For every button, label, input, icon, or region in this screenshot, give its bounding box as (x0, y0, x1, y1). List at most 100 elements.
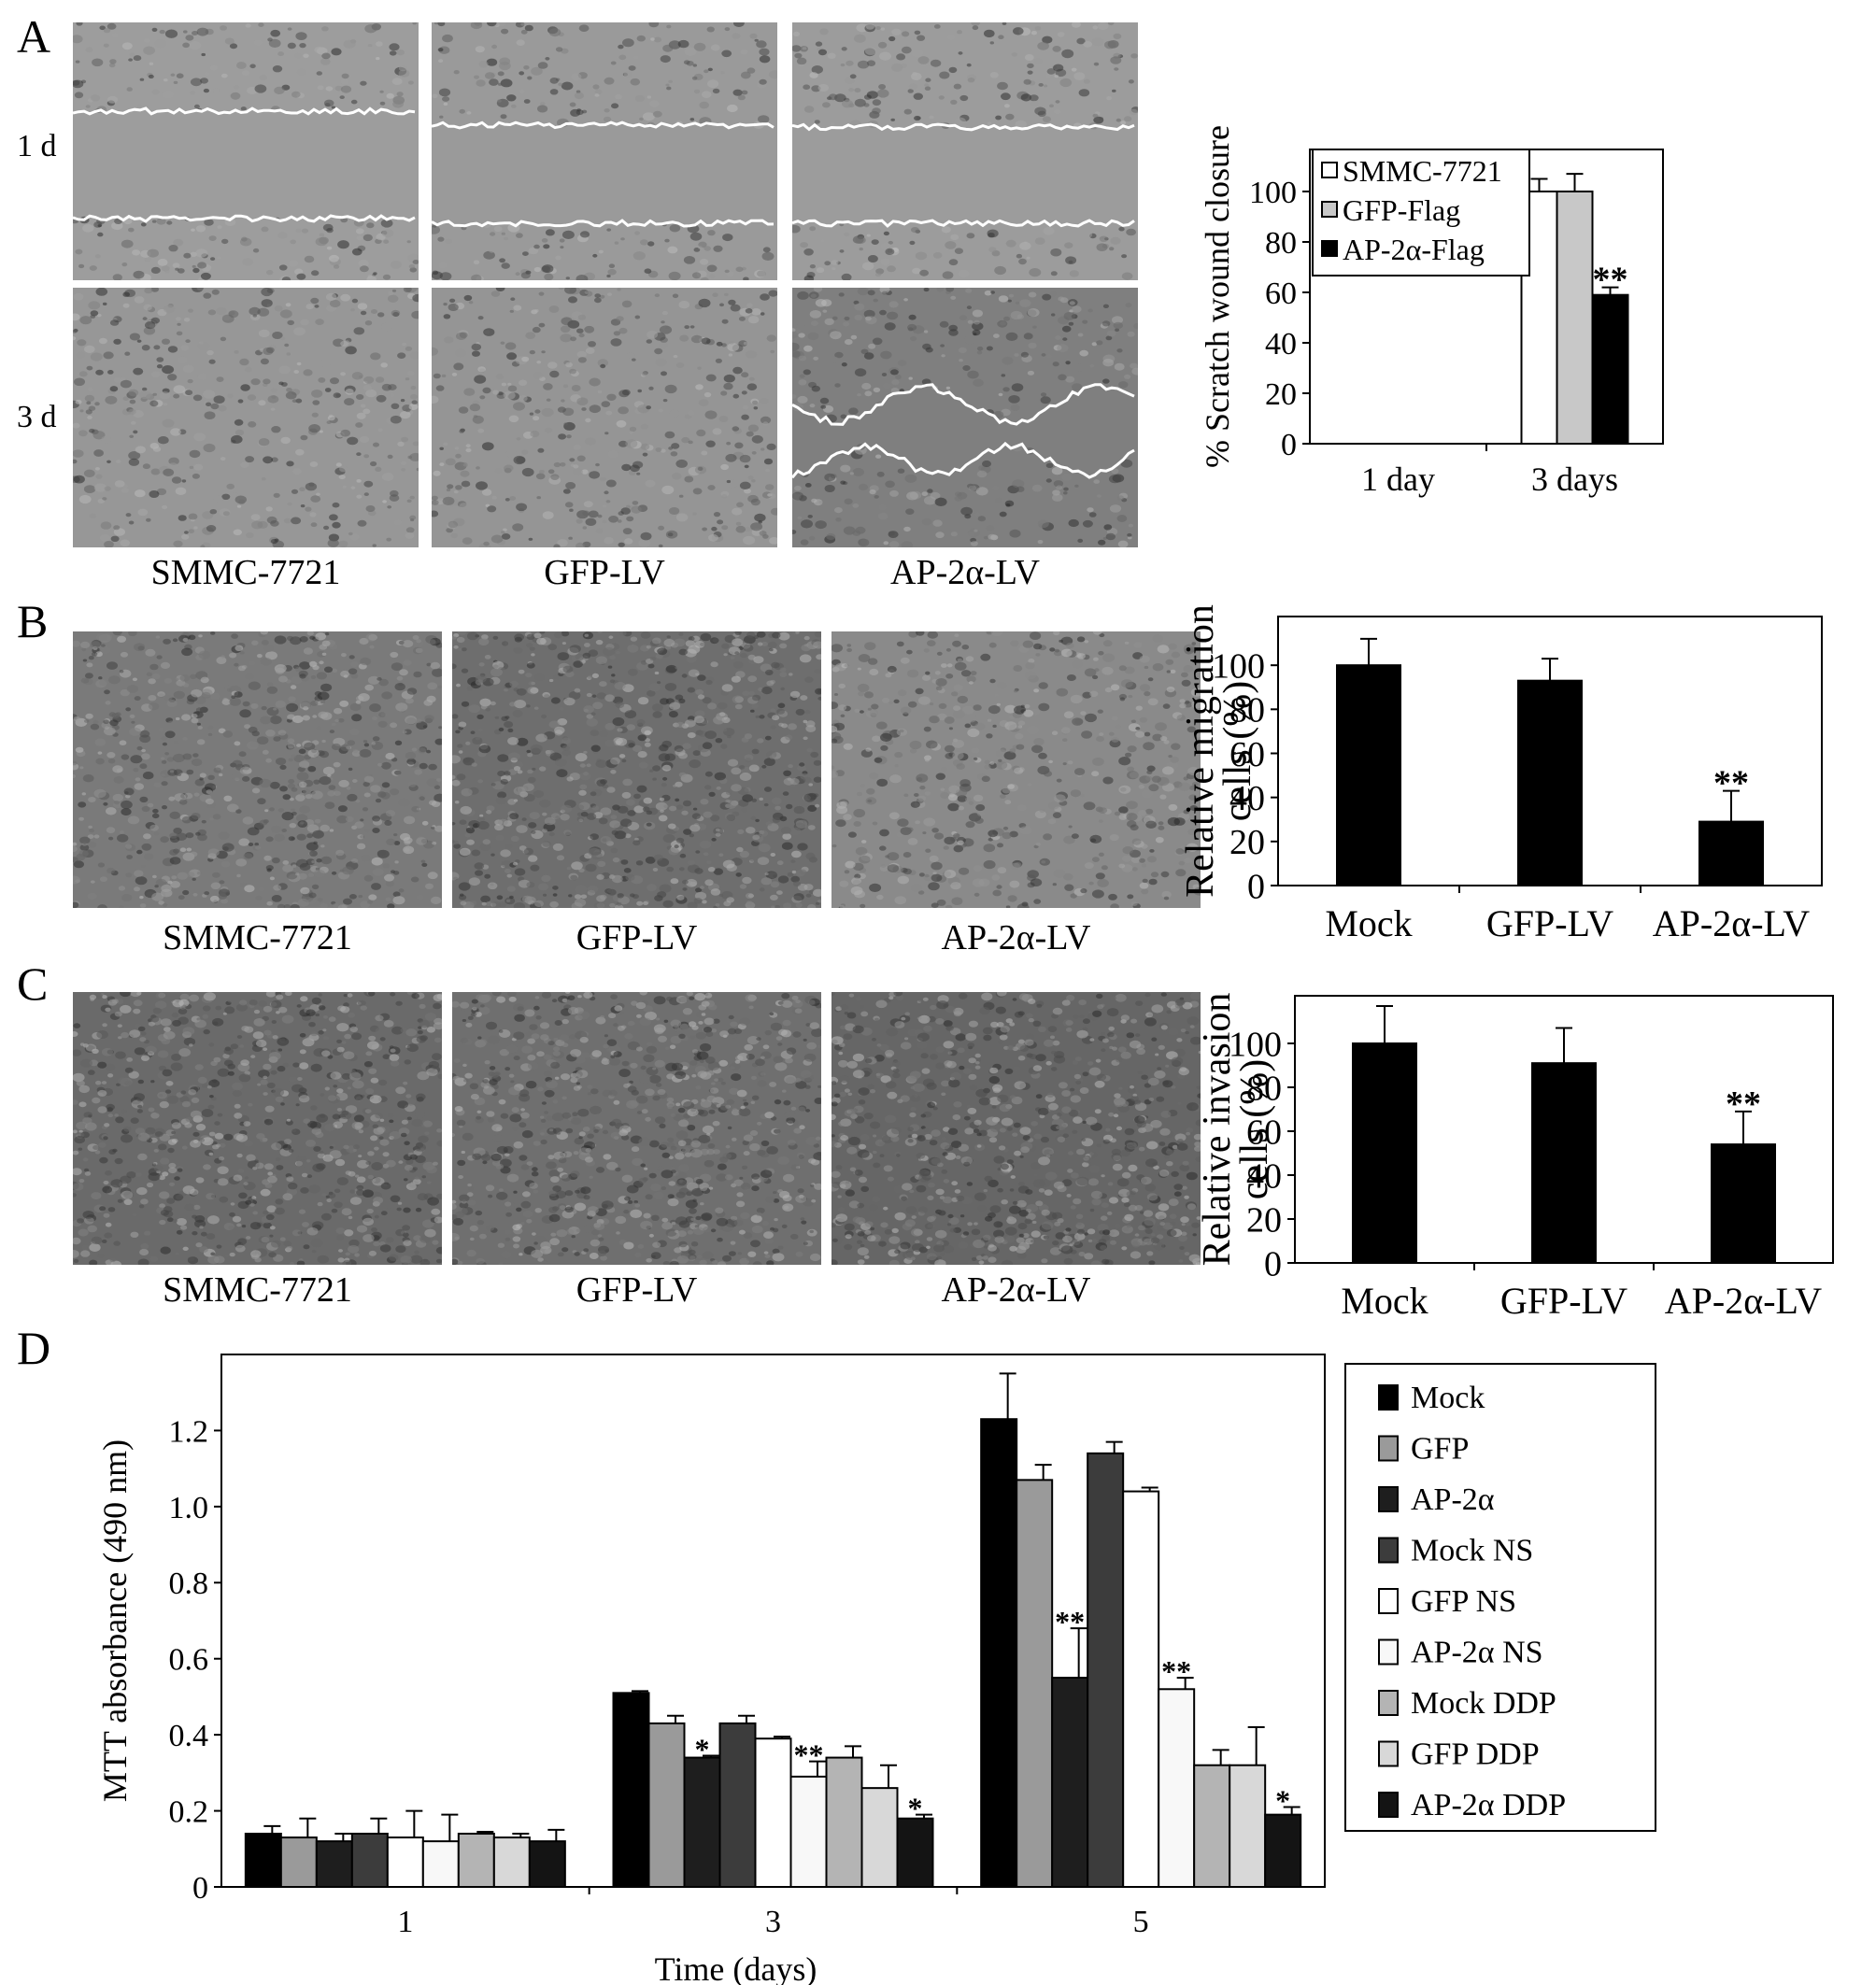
bar-d (528, 1840, 566, 1888)
bar-b (1517, 679, 1583, 886)
legend-label: Mock DDP (1411, 1686, 1556, 1721)
x-tick-label: AP-2α-LV (1653, 902, 1810, 944)
micrograph-a-1d-gfp (432, 22, 777, 280)
y-tick-label: 60 (1229, 735, 1265, 774)
bar-d (279, 1836, 318, 1888)
y-tick-label: 0 (1264, 1244, 1282, 1283)
legend-label: GFP-Flag (1343, 193, 1460, 227)
legend-label: Mock NS (1411, 1534, 1533, 1568)
x-tick-label: GFP-LV (1500, 1280, 1627, 1322)
y-axis-label: cells (%) (1216, 681, 1259, 821)
micrograph-c-ap2a (831, 992, 1201, 1265)
y-tick-label: 0 (192, 1871, 208, 1906)
x-tick-label: 3 (765, 1905, 781, 1939)
bar-d (754, 1737, 792, 1888)
legend-swatch (1378, 1537, 1399, 1564)
significance-mark: ** (1161, 1654, 1191, 1688)
micrograph-b-smmc (73, 631, 442, 908)
legend-label: GFP NS (1411, 1584, 1516, 1619)
bar-d (683, 1756, 721, 1888)
y-tick-label: 20 (1229, 823, 1265, 862)
micrograph-a-3d-ap2a (792, 288, 1138, 547)
panel-b-col-label-smmc: SMMC-7721 (163, 918, 352, 957)
chart-a: 0 20 40 60 80 100 % Scratch wound closure 1 day… (1199, 125, 1664, 498)
y-axis-label: Relative invasion (1196, 993, 1239, 1267)
y-tick-label: 20 (1265, 377, 1297, 412)
bar-d (860, 1787, 899, 1888)
panel-b-col-label-gfp: GFP-LV (576, 918, 698, 957)
chart-d: 0 0.2 0.4 0.6 0.8 1.0 1.2 MTT absorbance (490 n… (96, 1354, 1656, 1985)
bar-d (492, 1836, 531, 1888)
y-tick-label: 1.0 (169, 1491, 209, 1525)
x-tick-label: 1 (397, 1905, 413, 1939)
legend-label: GFP DDP (1411, 1737, 1540, 1772)
y-tick-label: 80 (1265, 226, 1297, 261)
legend-swatch (1378, 1384, 1399, 1411)
bar-d (350, 1833, 389, 1888)
legend-label: GFP (1411, 1432, 1469, 1467)
bar-d (647, 1722, 686, 1889)
micrograph-a-1d-smmc (73, 22, 419, 280)
legend-swatch (1321, 162, 1338, 178)
bar-d (1264, 1813, 1302, 1888)
significance-mark: ** (1713, 764, 1749, 803)
bar-d (386, 1836, 424, 1888)
y-tick-label: 0.4 (169, 1719, 209, 1753)
y-axis-label: Relative migration (1179, 604, 1222, 898)
x-tick-label: Mock (1325, 902, 1412, 944)
y-tick-label: 60 (1265, 276, 1297, 311)
legend-label: AP-2α NS (1411, 1636, 1543, 1670)
x-tick-label: 5 (1133, 1905, 1149, 1939)
y-tick-label: 100 (1249, 176, 1297, 210)
significance-mark: ** (1726, 1085, 1761, 1124)
x-tick-label: Mock (1341, 1280, 1428, 1322)
bar-d (1158, 1688, 1196, 1889)
x-tick-label: AP-2α-LV (1665, 1280, 1822, 1322)
bar-c (1352, 1042, 1417, 1264)
panel-c-col-label-ap2a: AP-2α-LV (941, 1270, 1091, 1310)
legend-box (1312, 149, 1530, 276)
legend-swatch (1321, 201, 1338, 218)
bar-d (612, 1692, 650, 1889)
row-label-1d: 1 d (17, 129, 57, 163)
bar-c (1711, 1143, 1776, 1264)
micrograph-c-gfp (452, 992, 821, 1265)
legend-swatch (1378, 1792, 1399, 1818)
bar-d (896, 1817, 934, 1888)
legend-label: AP-2α (1411, 1482, 1495, 1517)
y-axis-label: cells (%) (1233, 1059, 1276, 1199)
bar-d (1087, 1452, 1125, 1889)
y-tick-label: 40 (1229, 779, 1265, 818)
y-axis-label: MTT absorbance (490 nm) (96, 1439, 134, 1802)
legend-swatch (1321, 240, 1338, 257)
bar-b (1698, 820, 1764, 887)
y-tick-label: 80 (1229, 691, 1265, 730)
significance-mark: * (1275, 1784, 1290, 1818)
bar-d (789, 1775, 828, 1889)
panel-a-col-label-gfp: GFP-LV (544, 553, 665, 592)
panel-label-d: D (17, 1322, 51, 1374)
panel-label-c: C (17, 957, 49, 1010)
bar-d (1051, 1677, 1089, 1888)
significance-mark: ** (1055, 1605, 1085, 1638)
legend-swatch (1378, 1588, 1399, 1614)
legend-swatch (1378, 1486, 1399, 1512)
y-axis-label: % Scratch wound closure (1199, 125, 1236, 468)
bar-d (980, 1418, 1018, 1888)
legend-swatch (1378, 1690, 1399, 1716)
y-tick-label: 0 (1281, 428, 1297, 462)
bar-d (718, 1722, 757, 1889)
micrograph-c-smmc (73, 992, 442, 1265)
panel-a-col-label-smmc: SMMC-7721 (150, 553, 341, 592)
bar-d (457, 1833, 495, 1888)
y-tick-label: 40 (1246, 1156, 1282, 1196)
micrograph-a-3d-smmc (73, 288, 419, 547)
bar-d (244, 1833, 282, 1888)
bar-d (1122, 1490, 1160, 1888)
y-tick-label: 0.8 (169, 1567, 209, 1601)
x-axis-label: Time (days) (655, 1950, 817, 1985)
legend-label: Mock (1411, 1381, 1485, 1415)
y-tick-label: 0.2 (169, 1794, 209, 1829)
